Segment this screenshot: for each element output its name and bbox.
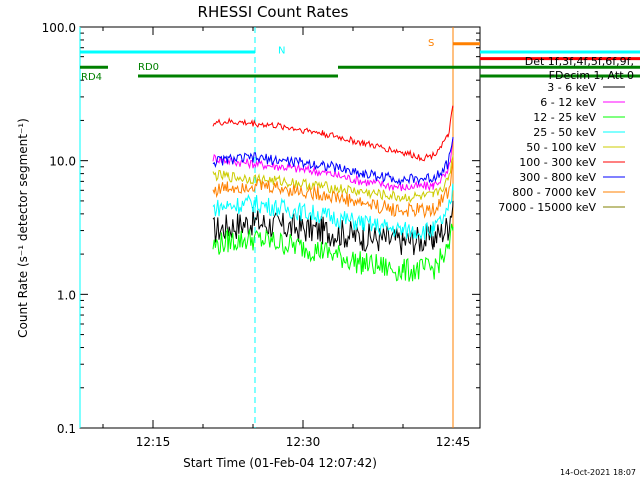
y-tick-label: 100.0 — [42, 21, 76, 35]
state-bar-label: N — [278, 45, 285, 56]
legend-label: 25 - 50 keV — [533, 126, 596, 139]
y-tick-label: 0.1 — [57, 422, 76, 436]
series-line — [212, 138, 454, 192]
series-line — [212, 137, 454, 186]
legend-header: FDecim 1, Att 0 — [549, 69, 634, 82]
series-line — [212, 183, 454, 240]
y-axis-label: Count Rate (s⁻¹ detector segment⁻¹) — [16, 118, 30, 338]
state-bar-label: RD4 — [81, 72, 102, 83]
legend-label: 7000 - 15000 keV — [498, 201, 596, 214]
legend-label: 6 - 12 keV — [540, 96, 596, 109]
x-tick-label: 12:45 — [436, 435, 471, 449]
chart-title: RHESSI Count Rates — [198, 3, 349, 21]
x-tick-label: 12:30 — [286, 435, 321, 449]
y-tick-label: 1.0 — [57, 288, 76, 302]
legend-label: 100 - 300 keV — [519, 156, 596, 169]
x-tick-label: 12:15 — [136, 435, 171, 449]
legend-label: 50 - 100 keV — [526, 141, 596, 154]
legend-label: 800 - 7000 keV — [512, 186, 596, 199]
x-axis-label: Start Time (01-Feb-04 12:07:42) — [183, 456, 377, 470]
legend-header: Det 1f,3f,4f,5f,6f,9f, — [525, 55, 634, 68]
state-bar-label: RD0 — [138, 62, 159, 73]
plot-layer: 0.11.010.0100.012:1512:3012:45NSFRD0RD4D… — [42, 21, 640, 449]
series-line — [212, 155, 454, 204]
series-line — [212, 160, 454, 219]
legend — [603, 86, 625, 208]
y-tick-label: 10.0 — [49, 155, 76, 169]
legend-label: 3 - 6 keV — [547, 81, 596, 94]
legend-label: 300 - 800 keV — [519, 171, 596, 184]
footer-timestamp: 14-Oct-2021 18:07 — [560, 468, 636, 477]
series-line — [212, 223, 454, 282]
legend-label: 12 - 25 keV — [533, 111, 596, 124]
series-line — [212, 105, 454, 162]
state-bar-label: S — [428, 38, 434, 49]
